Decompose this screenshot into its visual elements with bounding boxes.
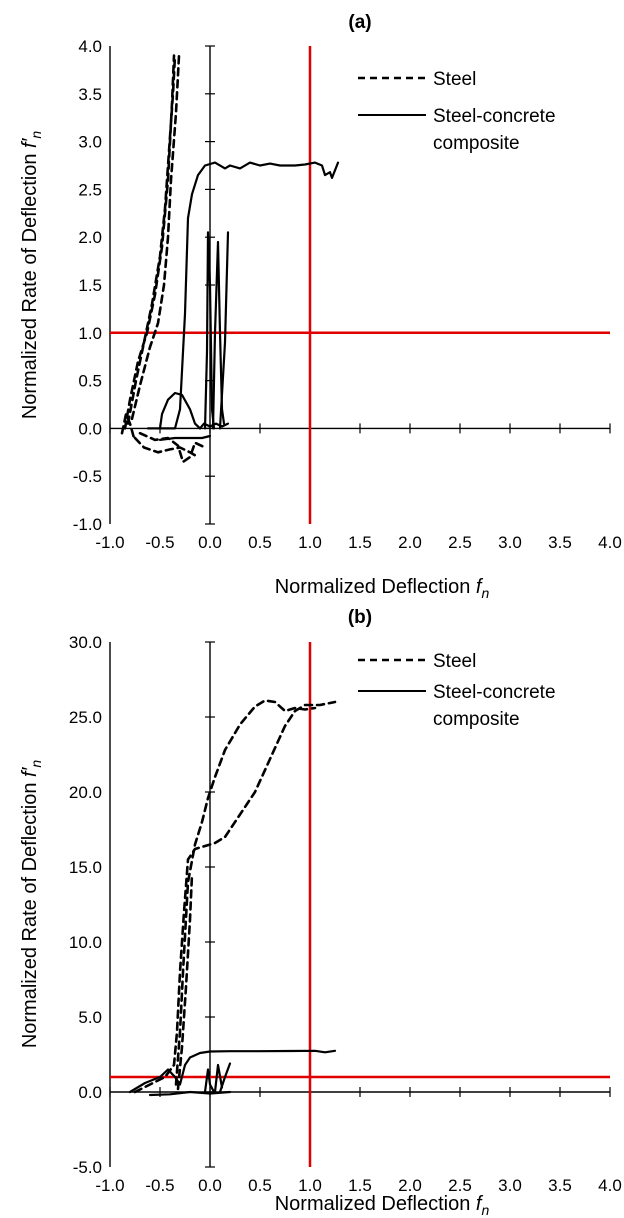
chart-b-x-tick-label: 0.5 [248,1176,272,1195]
chart-a-legend: Steel Steel-concrete composite [358,69,556,154]
chart-a-series-composite-line [146,161,340,430]
chart-b-y-tick-label: 20.0 [69,783,102,802]
chart-a-series [120,54,340,464]
chart-b-y-tick-label: 15.0 [69,858,102,877]
chart-b-y-tick-label: 5.0 [78,1008,102,1027]
chart-b-legend-composite-label-2: composite [433,709,520,730]
chart-a-y-tick-labels: 4.0 3.5 3.0 2.5 2.0 1.5 1.0 0.5 0.0 -0.5 -1.0 [73,37,102,534]
chart-a-x-tick-label: 3.0 [498,533,522,552]
chart-a-x-tick-labels: -1.0 -0.5 0.0 0.5 1.0 1.5 2.0 2.5 3.0 3.5 4.0 [95,533,621,552]
chart-b-legend-steel-label: Steel [433,651,476,672]
chart-b-x-tick-label: 1.0 [298,1176,322,1195]
chart-a-y-tick-label: 1.0 [78,324,102,343]
chart-a-y-tick-label: 4.0 [78,37,102,56]
chart-a-x-tick-label: 2.0 [398,533,422,552]
chart-b-series-composite-line [128,1049,337,1094]
chart-a-x-tick-label: 1.5 [348,533,372,552]
chart-b-x-tick-labels: -1.0 -0.5 0.0 0.5 1.0 1.5 2.0 2.5 3.0 3.5 4.0 [95,1176,621,1195]
chart-b-legend: Steel Steel-concrete composite [358,651,556,730]
chart-a-series-steel-line [123,54,176,430]
chart-panel-b: (b) 30.025.020.015.010.05.00.0-5.0 -1.0-… [19,607,622,1218]
chart-a-y-tick-label: 0.5 [78,372,102,391]
chart-b-series-composite-line [203,1068,216,1094]
chart-b-y-tick-label: 25.0 [69,708,102,727]
chart-b-x-tick-label: -1.0 [95,1176,124,1195]
chart-a-series-composite-line [218,231,230,430]
chart-a-y-tick-label: -1.0 [73,515,102,534]
chart-b-series-steel-line [176,873,194,1091]
chart-a-legend-composite-label-1: Steel-concrete [433,106,556,127]
chart-b-reference-lines [110,642,610,1167]
chart-b-y-tick-label: 10.0 [69,933,102,952]
chart-a-series-composite-line [211,240,226,430]
chart-a-y-axis-label: Normalized Rate of Deflection f′n [19,131,44,420]
chart-a-x-tick-label: 0.0 [198,533,222,552]
chart-b-series-steel-line [133,700,337,1094]
chart-a-series-steel-line [138,431,207,464]
chart-a-x-tick-label: 3.5 [548,533,572,552]
chart-a-y-tick-label: -0.5 [73,467,102,486]
chart-a-series-steel-line [130,54,181,421]
chart-a-y-tick-label: 3.5 [78,85,102,104]
chart-a-x-axis-label: Normalized Deflection fn [275,576,490,601]
chart-a-series-steel-line [120,412,136,440]
chart-b-y-tick-label: -5.0 [73,1158,102,1177]
chart-a-y-tick-label: 2.0 [78,228,102,247]
chart-a-y-tick-label: 3.0 [78,133,102,152]
chart-b-x-axis-label: Normalized Deflection fn [275,1193,490,1218]
chart-a-x-tick-label: 0.5 [248,533,272,552]
chart-b-legend-composite-label-1: Steel-concrete [433,682,556,703]
chart-b-y-tick-label: 0.0 [78,1083,102,1102]
chart-b-x-tick-label: 2.5 [448,1176,472,1195]
chart-a-legend-steel-label: Steel [433,69,476,90]
chart-a-x-tick-label: -0.5 [145,533,174,552]
chart-panel-a: (a) 4.03.53.02.52.01.51.00.50.0-0.5-1.0 … [19,12,622,601]
chart-a-legend-composite-label-2: composite [433,133,520,154]
chart-b-y-tick-label: 30.0 [69,633,102,652]
chart-b-x-tick-label: 1.5 [348,1176,372,1195]
chart-a-series-composite-line [198,422,230,430]
chart-a-y-tick-label: 2.5 [78,180,102,199]
chart-a-series-composite-line [158,391,202,430]
chart-b-series-composite-line [148,1090,232,1097]
chart-b-x-tick-label: 3.0 [498,1176,522,1195]
chart-b-series [128,699,337,1097]
chart-a-y-tick-label: 1.5 [78,276,102,295]
chart-b-x-tick-label: 0.0 [198,1176,222,1195]
chart-b-series-composite-line [213,1063,224,1094]
chart-a-x-tick-label: 2.5 [448,533,472,552]
chart-a-series-composite-line [158,434,212,441]
chart-a-x-tick-label: 1.0 [298,533,322,552]
chart-a-reference-lines [110,46,610,524]
chart-a-series-steel-line [126,54,177,425]
chart-a-series-steel-line [133,436,200,459]
chart-b-x-tick-label: -0.5 [145,1176,174,1195]
chart-b-y-axis-label: Normalized Rate of Deflection f′n [19,760,44,1049]
chart-b-x-tick-label: 2.0 [398,1176,422,1195]
chart-b-x-tick-label: 4.0 [598,1176,622,1195]
chart-b-x-tick-label: 3.5 [548,1176,572,1195]
chart-a-x-tick-label: 4.0 [598,533,622,552]
chart-a-title: (a) [348,12,371,33]
chart-b-title: (b) [348,607,372,628]
chart-b-y-tick-labels: 30.0 25.0 20.0 15.0 10.0 5.0 0.0 -5.0 [69,633,102,1177]
chart-a-x-tick-label: -1.0 [95,533,124,552]
chart-b-series-composite-line [218,1062,232,1094]
chart-b-series-steel-line [174,699,317,1086]
chart-a-y-tick-label: 0.0 [78,419,102,438]
